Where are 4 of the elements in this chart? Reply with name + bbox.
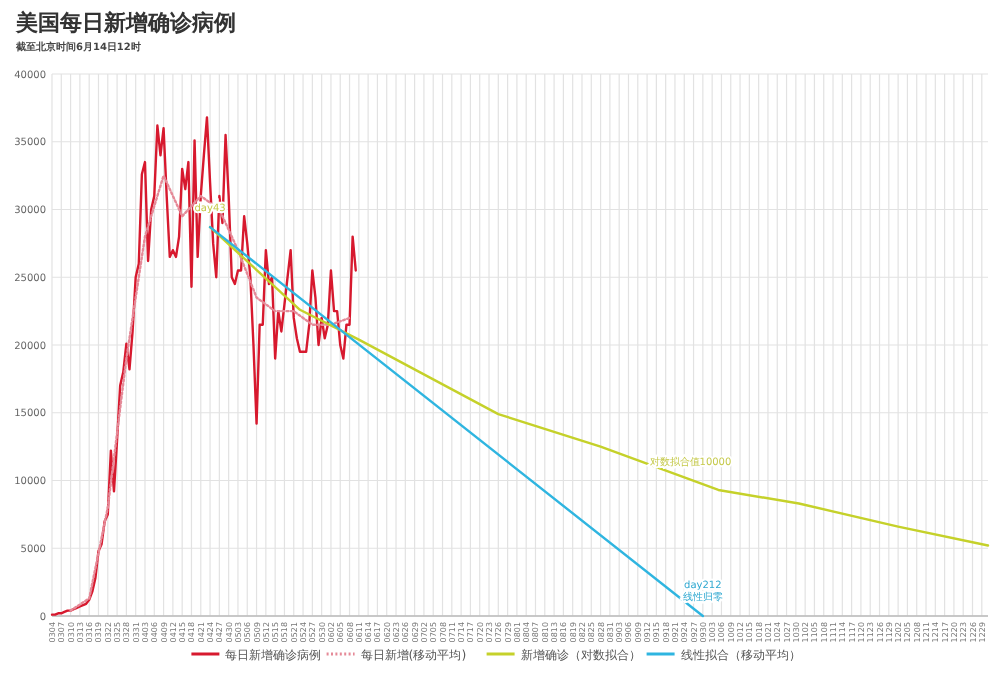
line-series [69, 174, 351, 612]
line-series [50, 116, 357, 616]
chart-title: 美国每日新增确诊病例 [14, 10, 236, 36]
line-series [208, 225, 990, 547]
